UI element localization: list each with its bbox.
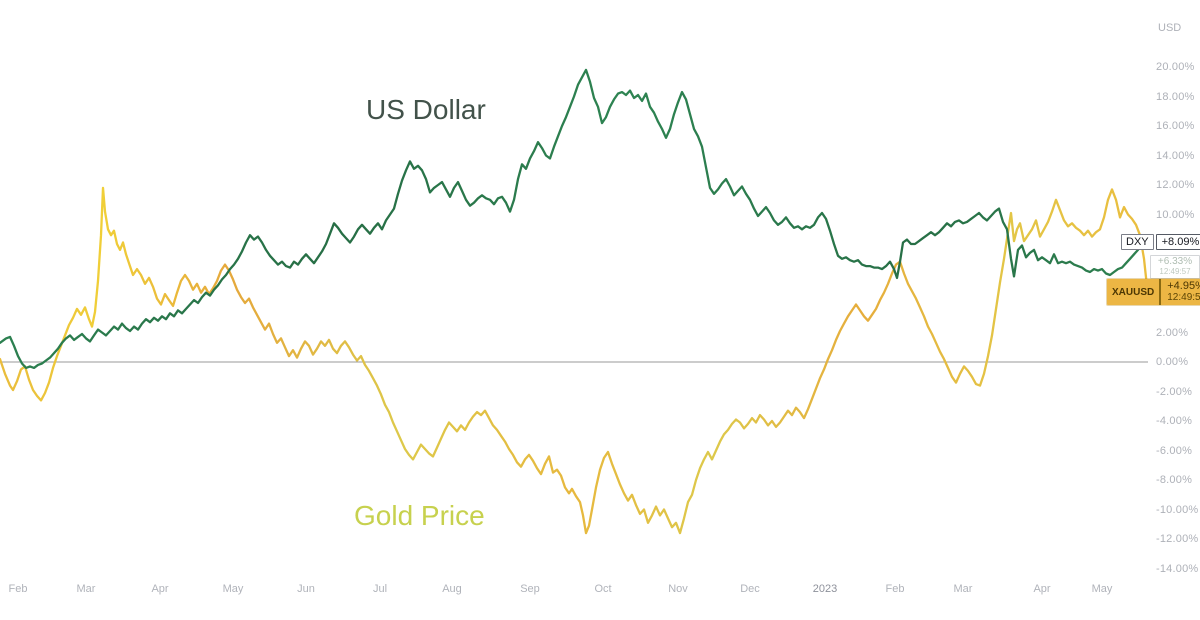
x-tick-aug: Aug (442, 583, 462, 595)
currency-label: USD (1158, 22, 1182, 34)
x-tick-nov: Nov (668, 583, 688, 595)
y-tick--1000: -10.00% (1156, 503, 1199, 516)
y-tick--1400: -14.00% (1156, 562, 1199, 575)
y-tick--200: -2.00% (1156, 385, 1193, 398)
y-tick-1200: 12.00% (1156, 179, 1195, 191)
dxy-value: +8.09% (1155, 234, 1200, 250)
faded-countdown: 12:49:57 (1159, 267, 1191, 276)
dxy-price-label[interactable]: DXY +8.09% (1121, 234, 1200, 250)
x-tick-mar: Mar (953, 583, 973, 595)
dxy-symbol-tag: DXY (1121, 234, 1154, 250)
y-tick--600: -6.00% (1156, 444, 1193, 457)
x-tick-oct: Oct (594, 583, 612, 595)
y-tick-200: 2.00% (1156, 326, 1189, 339)
x-tick-apr: Apr (1033, 583, 1051, 595)
x-tick-may: May (222, 583, 244, 595)
y-tick--1200: -12.00% (1156, 533, 1199, 545)
y-tick-000: 0.00% (1156, 356, 1189, 368)
x-tick-2023: 2023 (812, 583, 838, 595)
faded-price-label: +6.33% 12:49:57 (1150, 255, 1200, 279)
y-tick-1000: 10.00% (1156, 208, 1195, 221)
x-tick-sep: Sep (520, 583, 540, 595)
x-tick-feb: Feb (885, 583, 905, 595)
x-tick-dec: Dec (740, 583, 760, 595)
y-tick-2000: 20.00% (1156, 61, 1195, 73)
y-tick--400: -4.00% (1156, 415, 1193, 427)
y-tick-1600: 16.00% (1156, 120, 1195, 132)
xauusd-value: +4.95% (1167, 280, 1200, 292)
us-dollar-annotation[interactable]: US Dollar (366, 94, 486, 125)
faded-value: +6.33% (1157, 256, 1193, 267)
y-tick-1800: 18.00% (1156, 90, 1195, 103)
x-tick-apr: Apr (151, 583, 169, 595)
y-tick-1400: 14.00% (1156, 149, 1195, 162)
dxy-line[interactable] (0, 68, 1145, 370)
xauusd-symbol-tag: XAUUSD (1107, 279, 1162, 305)
x-tick-feb: Feb (8, 583, 28, 595)
y-tick--800: -8.00% (1156, 474, 1193, 486)
x-tick-jul: Jul (372, 583, 388, 595)
x-tick-jun: Jun (297, 583, 315, 595)
x-tick-mar: Mar (76, 583, 96, 595)
xauusd-countdown: 12:49:57 (1167, 292, 1200, 303)
xauusd-line[interactable] (0, 186, 1149, 535)
xauusd-price-label[interactable]: XAUUSD +4.95% 12:49:57 (1107, 279, 1200, 305)
gold-price-annotation[interactable]: Gold Price (354, 500, 485, 531)
x-tick-may: May (1091, 583, 1113, 595)
